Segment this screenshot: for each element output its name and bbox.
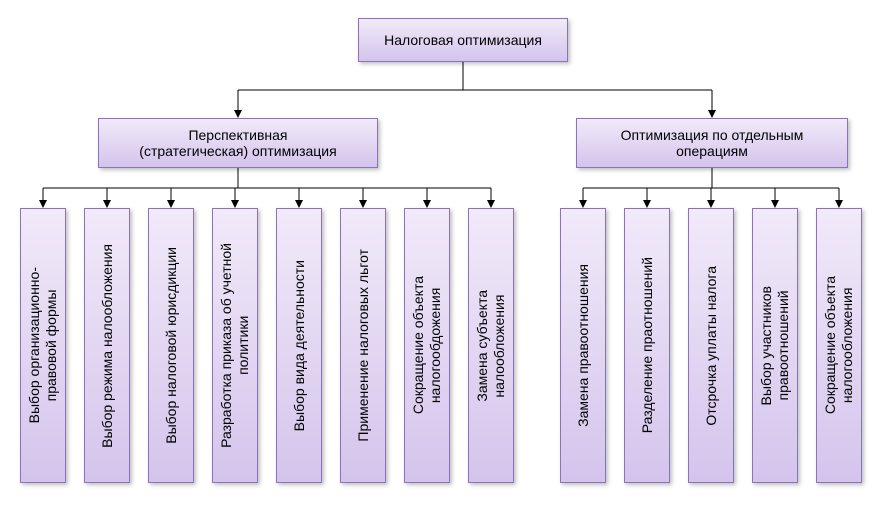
leaf-left-5: Применение налоговых льгот: [340, 208, 386, 483]
leaf-right-1: Разделение праотношений: [624, 208, 670, 483]
leaf-left-1: Выбор режима налообложения: [84, 208, 130, 483]
leaf-label: Сокращение объекта налогообдожения: [410, 276, 444, 414]
branch-label: Перспективная (стратегическая) оптимизац…: [139, 127, 336, 159]
leaf-label: Выбор организационно- правовой формы: [26, 267, 60, 423]
leaf-left-0: Выбор организационно- правовой формы: [20, 208, 66, 483]
leaf-label: Замена субъекта налообложения: [474, 290, 508, 402]
leaf-label: Выбор участников правоотношений: [758, 286, 792, 405]
leaf-label: Замена правоотношения: [575, 264, 592, 427]
leaf-right-2: Отсрочка уплаты налога: [688, 208, 734, 483]
leaf-label: Выбор налоговой юрисдикции: [163, 247, 180, 444]
leaf-left-7: Замена субъекта налообложения: [468, 208, 514, 483]
leaf-left-4: Выбор вида деятельности: [276, 208, 322, 483]
leaf-left-3: Разработка приказа об учетной политики: [212, 208, 258, 483]
leaf-right-0: Замена правоотношения: [560, 208, 606, 483]
leaf-left-6: Сокращение объекта налогообдожения: [404, 208, 450, 483]
leaf-left-2: Выбор налоговой юрисдикции: [148, 208, 194, 483]
leaf-label: Выбор режима налообложения: [99, 244, 116, 448]
branch-right: Оптимизация по отдельным операциям: [576, 118, 848, 168]
diagram-canvas: Налоговая оптимизация Перспективная (стра…: [0, 0, 890, 508]
leaf-label: Сокращение объекта налогообложения: [822, 276, 856, 414]
leaf-right-4: Сокращение объекта налогообложения: [816, 208, 862, 483]
leaf-label: Отсрочка уплаты налога: [703, 266, 720, 426]
leaf-label: Применение налоговых льгот: [355, 249, 372, 442]
leaf-label: Разделение праотношений: [639, 257, 656, 433]
branch-left: Перспективная (стратегическая) оптимизац…: [98, 118, 378, 168]
leaf-label: Выбор вида деятельности: [291, 260, 308, 431]
branch-label: Оптимизация по отдельным операциям: [621, 127, 804, 159]
root-label: Налоговая оптимизация: [384, 32, 542, 48]
root-node: Налоговая оптимизация: [358, 18, 568, 62]
leaf-right-3: Выбор участников правоотношений: [752, 208, 798, 483]
leaf-label: Разработка приказа об учетной политики: [218, 243, 252, 448]
